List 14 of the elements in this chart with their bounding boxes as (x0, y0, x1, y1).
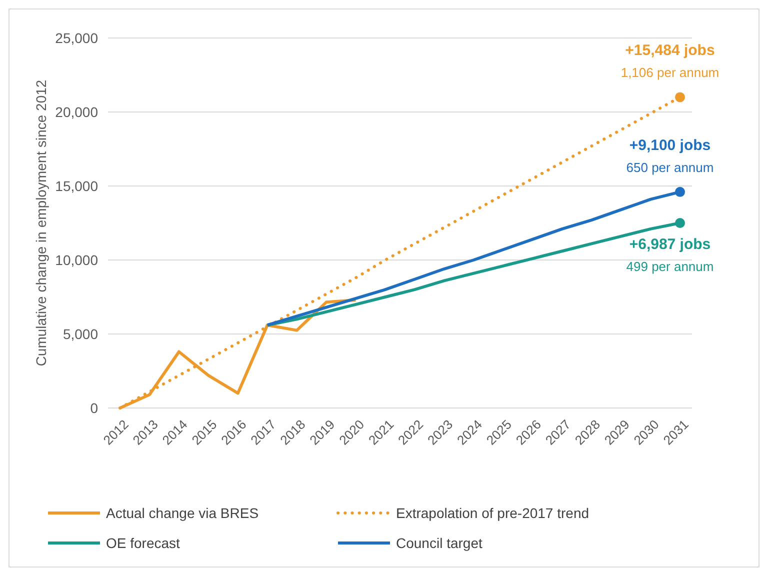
annotation: +15,484 jobs 1,106 per annum (620, 42, 720, 80)
y-tick-label: 20,000 (55, 104, 98, 120)
y-axis-title: Cumulative change in employment since 2012 (33, 80, 49, 366)
legend-label: Extrapolation of pre-2017 trend (396, 504, 590, 521)
y-tick-label: 25,000 (55, 30, 98, 46)
y-tick-label: 0 (90, 400, 98, 416)
y-tick-label: 5,000 (62, 326, 98, 342)
y-tick-label: 15,000 (55, 178, 98, 194)
legend-label: Actual change via BRES (106, 504, 259, 521)
legend-label: Council target (396, 534, 482, 551)
annotation: +9,100 jobs 650 per annum (626, 136, 714, 175)
y-tick-label: 10,000 (55, 252, 98, 268)
legend-label: OE forecast (106, 534, 180, 551)
annotation: +6,987 jobs 499 per annum (626, 236, 714, 274)
